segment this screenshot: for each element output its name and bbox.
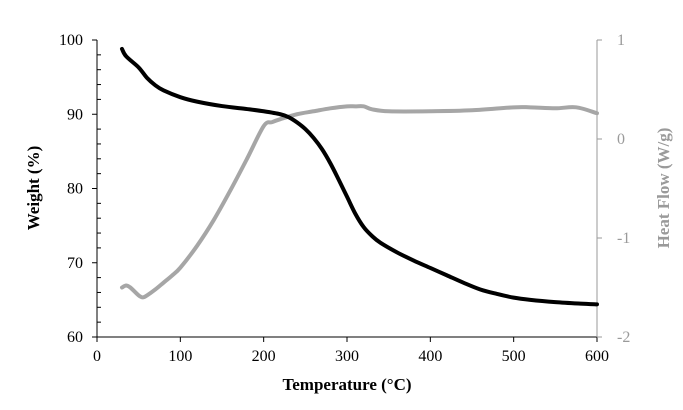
- y2-tick-label: 1: [617, 32, 625, 49]
- x-tick-label: 600: [585, 348, 609, 365]
- x-tick-label: 100: [168, 348, 192, 365]
- weight-line: [120, 46, 599, 307]
- y2-tick-label: 0: [617, 131, 625, 148]
- y2-axis-title: Heat Flow (W/g): [654, 128, 673, 249]
- x-tick-label: 0: [93, 348, 101, 365]
- axes: [96, 40, 598, 338]
- y-axis-title: Weight (%): [24, 146, 43, 231]
- x-tick-label: 200: [252, 348, 276, 365]
- y-tick-label: 70: [67, 255, 83, 272]
- x-tick-label: 300: [335, 348, 359, 365]
- tick-labels: 0 100 200 300 400 500 600 60 70 80 90 100 -2 -1 0 1: [59, 32, 630, 365]
- y-tick-label: 80: [67, 181, 83, 198]
- ticks: [92, 39, 602, 342]
- x-tick-label: 500: [502, 348, 526, 365]
- x-tick-label: 400: [418, 348, 442, 365]
- heat-flow-line: [120, 104, 599, 300]
- x-axis-title: Temperature (°C): [282, 375, 411, 394]
- y2-tick-label: -2: [617, 329, 630, 346]
- y-tick-label: 100: [59, 32, 83, 49]
- y-tick-label: 60: [67, 329, 83, 346]
- series: [120, 46, 599, 307]
- y-tick-label: 90: [67, 106, 83, 123]
- y2-tick-label: -1: [617, 230, 630, 247]
